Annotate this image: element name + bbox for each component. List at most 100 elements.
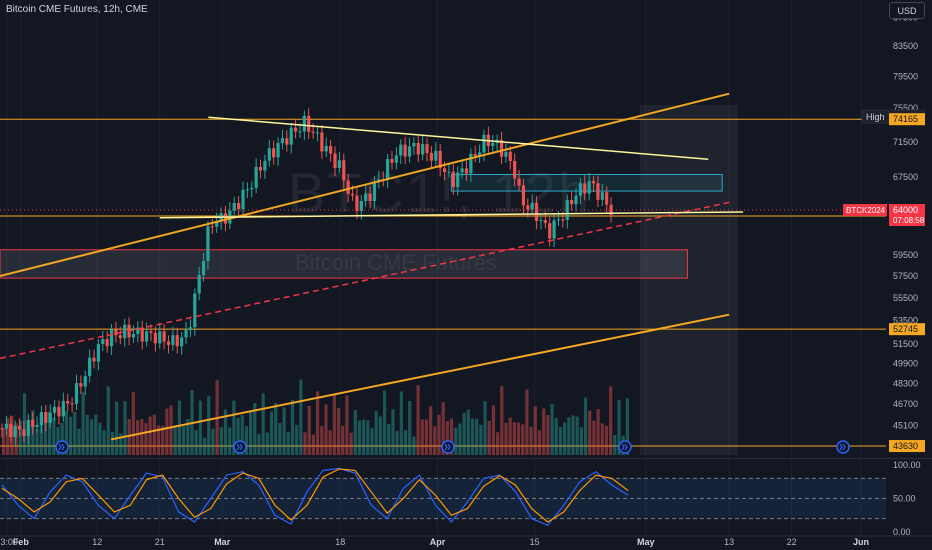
volume-bar (588, 410, 592, 455)
volume-bar (173, 425, 177, 455)
volume-bar (600, 423, 604, 455)
event-marker-icon[interactable] (836, 440, 850, 454)
candle-body (399, 144, 403, 156)
event-marker-icon[interactable] (618, 440, 632, 454)
volume-bar (127, 419, 131, 455)
volume-bar (437, 414, 441, 455)
volume-bar (156, 425, 161, 455)
volume-bar (391, 409, 395, 455)
high-label-text: High (866, 112, 885, 122)
volume-bar (408, 400, 412, 455)
candle-body (74, 383, 79, 404)
volume-bar (362, 419, 366, 455)
candle-body (52, 406, 57, 413)
volume-bar (575, 416, 579, 455)
volume-bar (102, 430, 106, 455)
candle-body (180, 337, 184, 347)
time-axis-label: Feb (13, 537, 30, 547)
volume-bar (332, 394, 336, 455)
oscillator-series-1[interactable] (1, 468, 629, 523)
candle-body (118, 335, 122, 339)
candle-body (131, 333, 136, 338)
candle-body (206, 226, 210, 262)
candle-body (250, 187, 254, 190)
time-axis-label: 21 (155, 537, 165, 547)
volume-bar (525, 389, 529, 455)
candle-body (605, 192, 609, 205)
candle-body (285, 138, 289, 145)
trendline-resistance[interactable] (208, 116, 709, 160)
volume-bar (123, 401, 127, 455)
zone-0[interactable] (0, 249, 688, 279)
volume-bar (604, 425, 609, 455)
volume-bar (98, 422, 102, 455)
candle-body (390, 159, 394, 163)
event-arrow-icon (839, 443, 846, 451)
oscillator-series-0[interactable] (1, 467, 629, 527)
event-arrow-icon (236, 443, 243, 451)
candle-body (140, 327, 144, 342)
candle-body (272, 148, 276, 158)
volume-bar (458, 423, 462, 455)
candle-body (311, 131, 315, 133)
volume-bar (399, 391, 403, 455)
candle-body (184, 330, 188, 338)
candle-body (447, 171, 451, 173)
price-axis-label: 55500 (893, 293, 918, 303)
candle-body (385, 159, 390, 180)
trendline-channel-upper[interactable] (0, 92, 730, 277)
volume-bar (282, 407, 286, 455)
candle-body (298, 131, 302, 133)
event-marker-icon[interactable] (233, 440, 247, 454)
candle-body (478, 152, 482, 156)
candle-body (508, 151, 512, 161)
candle-body (425, 144, 429, 153)
volume-bar (353, 409, 357, 455)
volume-bar (39, 413, 43, 455)
candle-body (609, 204, 613, 216)
trendline-channel-lower[interactable] (110, 313, 730, 441)
candle-body (280, 138, 285, 144)
candle-body (215, 221, 219, 227)
candle-body (438, 150, 442, 169)
candle-body (473, 153, 477, 156)
volume-bar (110, 431, 115, 455)
candle-body (359, 200, 363, 212)
zone-1[interactable] (450, 173, 723, 192)
volume-bar (223, 409, 228, 455)
candle-body (355, 195, 359, 212)
volume-bar (508, 417, 512, 455)
volume-bar (516, 422, 521, 455)
volume-bar (366, 420, 370, 455)
event-marker-icon[interactable] (441, 440, 455, 454)
pane-separator[interactable] (0, 458, 932, 459)
candle-body (333, 153, 337, 169)
event-marker-icon[interactable] (55, 440, 69, 454)
volume-bar (140, 419, 144, 455)
candle-body (350, 193, 355, 196)
candle-body (88, 357, 92, 377)
trendline-support[interactable] (159, 211, 744, 219)
candle-body (70, 403, 74, 405)
candle-body (412, 143, 416, 147)
currency-button[interactable]: USD (889, 2, 925, 19)
volume-bar (441, 402, 445, 455)
candle-body (578, 183, 582, 196)
candle-body (245, 189, 249, 191)
candle-body (329, 145, 333, 154)
candle-body (464, 168, 469, 174)
volume-bar (613, 435, 617, 455)
volume-bar (232, 400, 236, 455)
volume-bar (374, 411, 378, 455)
volume-bar (48, 411, 52, 455)
volume-bar (135, 420, 140, 455)
candle-body (421, 144, 425, 155)
volume-bar (387, 423, 391, 455)
candle-body (13, 426, 17, 438)
candle-body (372, 181, 377, 201)
candle-body (171, 335, 175, 345)
trendline-channel-mid[interactable] (0, 201, 730, 360)
volume-bar (22, 393, 27, 455)
